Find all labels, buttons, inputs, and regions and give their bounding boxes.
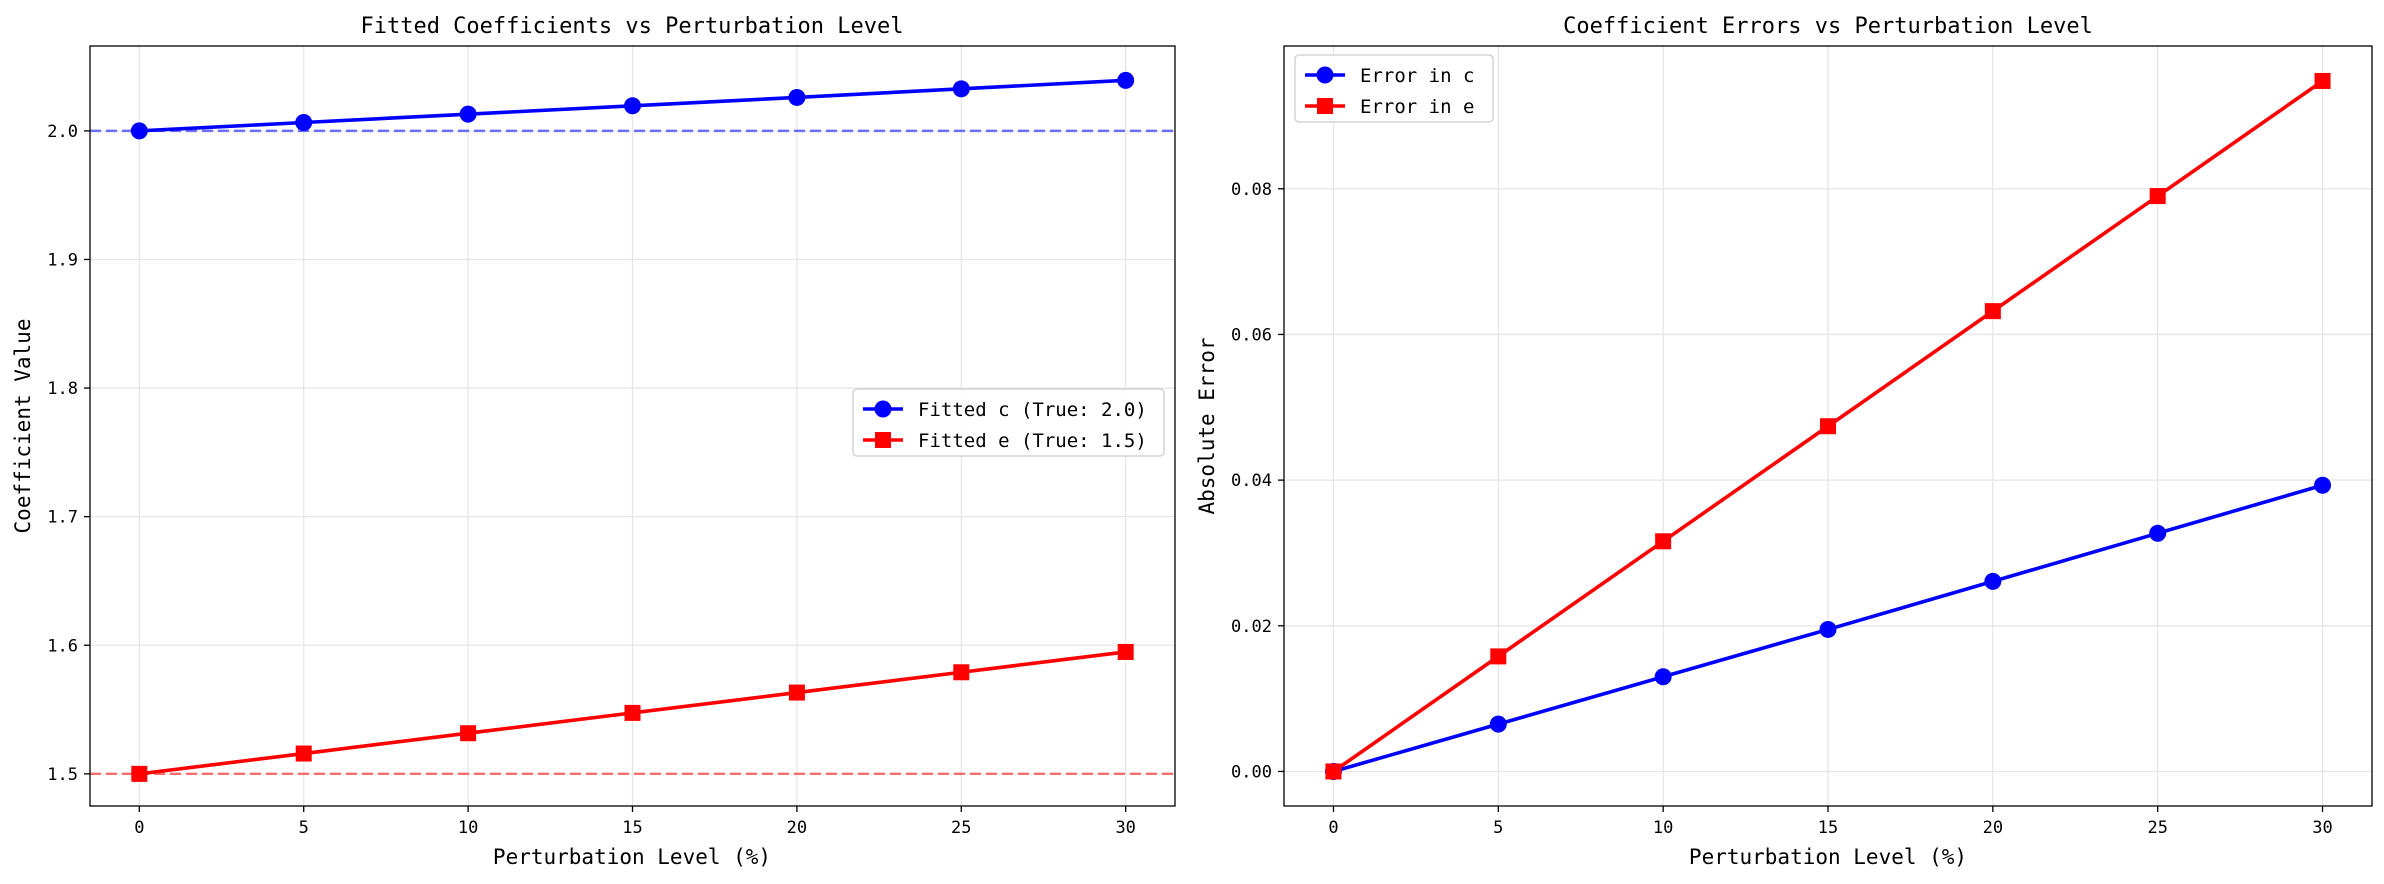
legend-marker: [874, 400, 892, 418]
y-tick-label: 0.08: [1231, 180, 1272, 200]
legend-label: Error in e: [1360, 96, 1474, 118]
data-point: [1325, 763, 1342, 780]
chart-title: Coefficient Errors vs Perturbation Level: [1563, 14, 2093, 39]
x-tick-label: 5: [299, 818, 309, 838]
data-point: [2314, 72, 2331, 89]
ticks: 0 5 10 15 20 25 30 1.5 1.6 1.7 1.8 1.9 2.0: [47, 122, 1136, 838]
x-axis-label: Perturbation Level (%): [1689, 845, 1967, 869]
y-tick-label: 0.04: [1231, 471, 1272, 491]
data-point: [130, 122, 148, 140]
legend-label: Error in c: [1360, 65, 1474, 87]
x-tick-label: 20: [787, 818, 807, 838]
data-point: [2149, 524, 2167, 542]
data-point: [1819, 620, 1837, 638]
x-tick-label: 5: [1493, 818, 1503, 838]
x-tick-label: 25: [2147, 818, 2167, 838]
data-point: [1489, 715, 1507, 733]
chart-right: 0 5 10 15 20 25 30 0.00 0.02 0.04 0.06 0.08 Coeffic…: [1195, 14, 2373, 869]
data-point: [460, 725, 477, 742]
data-point: [1984, 572, 2002, 590]
y-tick-label: 0.00: [1231, 762, 1272, 782]
chart-left: 0 5 10 15 20 25 30 1.5 1.6 1.7 1.8 1.9 2.0 Fitted Co…: [11, 14, 1176, 869]
data-point: [295, 114, 313, 132]
y-tick-label: 1.8: [47, 379, 78, 399]
x-tick-label: 0: [134, 818, 144, 838]
legend-box: [852, 388, 1165, 457]
data-point: [788, 88, 806, 106]
chart-title: Fitted Coefficients vs Perturbation Leve…: [360, 14, 903, 39]
data-point: [624, 97, 641, 115]
legend-marker: [1316, 66, 1334, 84]
x-tick-label: 0: [1328, 818, 1338, 838]
x-axis-label: Perturbation Level (%): [493, 845, 771, 869]
x-tick-label: 10: [1653, 818, 1673, 838]
grid: [1284, 46, 2372, 806]
x-tick-label: 30: [1115, 818, 1135, 838]
legend: Fitted c (True: 2.0) Fitted e (True: 1.5): [852, 388, 1165, 457]
y-axis-label: Coefficient Value: [11, 319, 35, 534]
data-point: [1117, 71, 1135, 89]
data-point: [1117, 643, 1134, 660]
y-tick-label: 1.9: [47, 250, 78, 270]
series-layer: [130, 71, 1135, 782]
x-tick-label: 15: [622, 818, 642, 838]
ticks: 0 5 10 15 20 25 30 0.00 0.02 0.04 0.06 0.08: [1231, 180, 2333, 838]
legend: Error in c Error in e: [1294, 54, 1494, 123]
y-tick-label: 2.0: [47, 122, 78, 142]
legend-label: Fitted e (True: 1.5): [918, 430, 1147, 452]
data-point: [1490, 648, 1507, 665]
data-point: [295, 745, 312, 762]
data-point: [459, 105, 477, 123]
x-tick-label: 10: [458, 818, 478, 838]
data-point: [131, 765, 148, 782]
data-point: [2314, 476, 2332, 494]
data-point: [952, 80, 970, 98]
y-tick-label: 0.06: [1231, 325, 1272, 345]
x-tick-label: 25: [951, 818, 971, 838]
x-tick-label: 30: [2312, 818, 2332, 838]
y-tick-label: 1.7: [47, 508, 78, 528]
x-tick-label: 20: [1983, 818, 2003, 838]
y-axis-label: Absolute Error: [1195, 337, 1219, 514]
y-tick-label: 1.6: [47, 636, 78, 656]
data-point: [1655, 533, 1672, 550]
data-point: [1984, 303, 2001, 320]
legend-label: Fitted c (True: 2.0): [918, 399, 1147, 421]
data-point: [2149, 188, 2166, 205]
x-tick-label: 15: [1818, 818, 1838, 838]
legend-marker: [875, 432, 891, 448]
data-point: [624, 704, 641, 721]
y-tick-label: 1.5: [47, 765, 78, 785]
data-point: [788, 684, 805, 701]
legend-marker: [1317, 98, 1333, 114]
reference-lines: [90, 129, 1175, 776]
y-tick-label: 0.02: [1231, 617, 1272, 637]
series-layer: [1324, 72, 2332, 780]
data-point: [1654, 668, 1672, 686]
data-point: [953, 664, 970, 681]
data-point: [1820, 418, 1836, 435]
